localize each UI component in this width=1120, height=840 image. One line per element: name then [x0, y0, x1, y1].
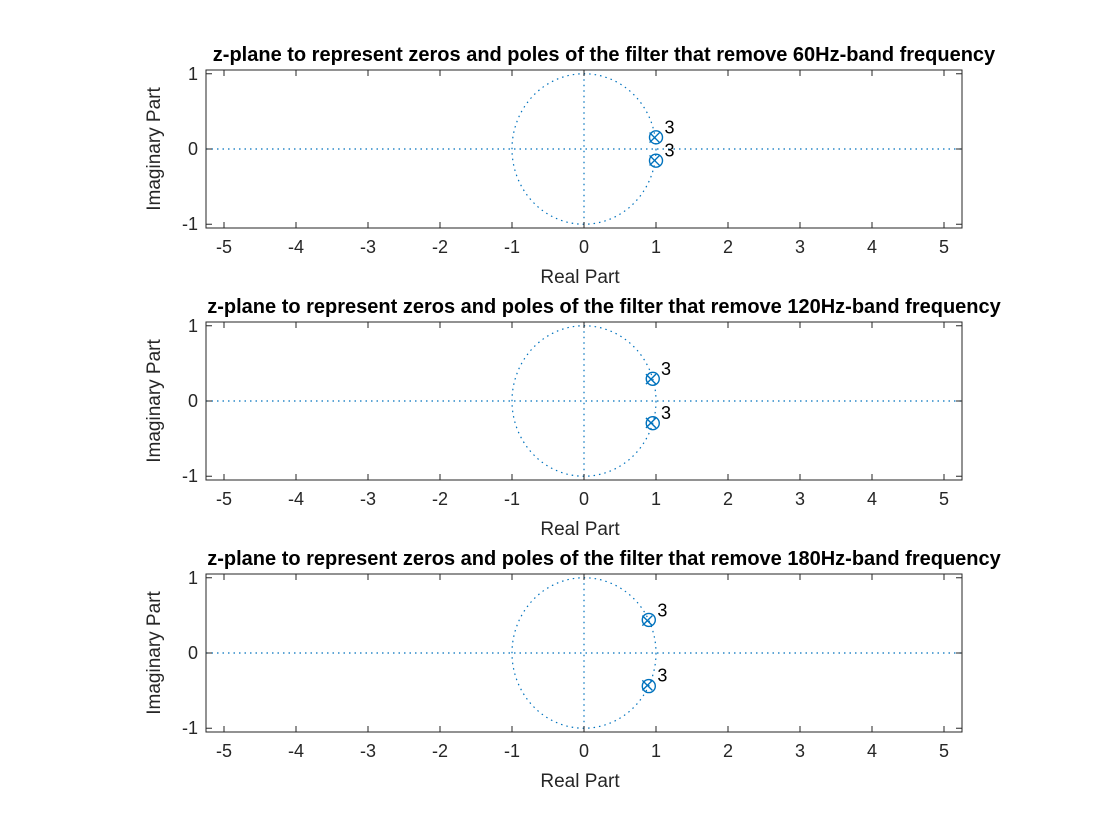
x-tick-label: -1 — [504, 741, 520, 761]
x-tick-label: 5 — [939, 489, 949, 509]
y-axis-label: Imaginary Part — [144, 591, 165, 715]
pole-stroke — [641, 615, 653, 627]
zero-marker — [645, 371, 660, 387]
multiplicity-label: 3 — [657, 601, 667, 621]
x-tick-label: 5 — [939, 741, 949, 761]
pole-stroke — [645, 373, 657, 385]
zero-marker — [645, 415, 660, 431]
x-tick-label: -4 — [288, 741, 304, 761]
x-tick-label: -3 — [360, 489, 376, 509]
zero-marker — [648, 130, 664, 145]
x-tick-label: -5 — [216, 741, 232, 761]
pole-marker — [649, 154, 661, 166]
pole-stroke — [649, 132, 661, 144]
pole-marker — [645, 417, 657, 429]
x-tick-label: 4 — [867, 237, 877, 257]
chart-title: z-plane to represent zeros and poles of … — [207, 548, 1001, 570]
x-axis-label: Real Part — [540, 771, 620, 792]
y-tick-label: -1 — [182, 718, 198, 738]
x-tick-label: -1 — [504, 489, 520, 509]
x-tick-label: 0 — [579, 489, 589, 509]
x-tick-label: -3 — [360, 741, 376, 761]
y-tick-label: 1 — [188, 568, 198, 588]
x-tick-label: -5 — [216, 489, 232, 509]
x-axis-label: Real Part — [540, 519, 620, 540]
x-tick-label: -5 — [216, 237, 232, 257]
x-tick-label: 5 — [939, 237, 949, 257]
zero-marker — [641, 678, 656, 694]
x-tick-label: 2 — [723, 237, 733, 257]
multiplicity-label: 3 — [661, 359, 671, 379]
axes-box — [205, 321, 963, 481]
y-tick-label: 0 — [188, 643, 198, 663]
x-tick-label: 3 — [795, 741, 805, 761]
x-tick-label: 0 — [579, 237, 589, 257]
multiplicity-label: 3 — [665, 118, 675, 138]
pole-stroke — [641, 679, 653, 691]
x-tick-label: 2 — [723, 489, 733, 509]
x-tick-label: -4 — [288, 237, 304, 257]
axes-box — [205, 573, 963, 733]
y-axis-label: Imaginary Part — [144, 339, 165, 463]
multiplicity-label: 3 — [665, 140, 675, 160]
chart-title: z-plane to represent zeros and poles of … — [213, 44, 996, 66]
axes-box — [205, 69, 963, 229]
chart-title: z-plane to represent zeros and poles of … — [207, 296, 1001, 318]
x-tick-label: 0 — [579, 741, 589, 761]
y-tick-label: 0 — [188, 139, 198, 159]
unit-circle — [511, 325, 657, 477]
x-tick-label: 3 — [795, 237, 805, 257]
x-tick-label: 3 — [795, 489, 805, 509]
x-tick-label: -1 — [504, 237, 520, 257]
x-tick-label: 1 — [651, 741, 661, 761]
zplane-panel-1: -5 -4 -3 -2 -1 0 1 2 3 4 5 -1 0 1 z-plane to represent… — [144, 44, 996, 288]
pole-stroke — [649, 154, 661, 166]
zplane-panel-2: -5 -4 -3 -2 -1 0 1 2 3 4 5 -1 0 1 z-plane to represent… — [144, 296, 1002, 540]
zplane-panel-3: -5 -4 -3 -2 -1 0 1 2 3 4 5 -1 0 1 z-plane to represent… — [144, 548, 1002, 792]
y-tick-label: 0 — [188, 391, 198, 411]
x-tick-label: 4 — [867, 741, 877, 761]
x-tick-label: -2 — [432, 741, 448, 761]
x-tick-label: 1 — [651, 489, 661, 509]
x-tick-label: 1 — [651, 237, 661, 257]
multiplicity-label: 3 — [661, 403, 671, 423]
y-tick-label: -1 — [182, 466, 198, 486]
zero-marker — [641, 612, 656, 628]
zero-marker — [648, 153, 664, 168]
y-axis-label: Imaginary Part — [144, 87, 165, 211]
x-tick-label: -4 — [288, 489, 304, 509]
x-tick-label: -2 — [432, 237, 448, 257]
y-tick-label: 1 — [188, 316, 198, 336]
y-tick-label: 1 — [188, 64, 198, 84]
unit-circle — [511, 73, 657, 225]
x-tick-label: 2 — [723, 741, 733, 761]
x-tick-label: -3 — [360, 237, 376, 257]
unit-circle — [511, 577, 657, 729]
pole-marker — [649, 132, 661, 144]
x-tick-label: 4 — [867, 489, 877, 509]
pole-marker — [641, 615, 653, 627]
multiplicity-label: 3 — [657, 665, 667, 685]
x-tick-label: -2 — [432, 489, 448, 509]
pole-marker — [645, 373, 657, 385]
pole-stroke — [645, 417, 657, 429]
x-axis-label: Real Part — [540, 267, 620, 288]
pole-marker — [641, 679, 653, 691]
y-tick-label: -1 — [182, 214, 198, 234]
